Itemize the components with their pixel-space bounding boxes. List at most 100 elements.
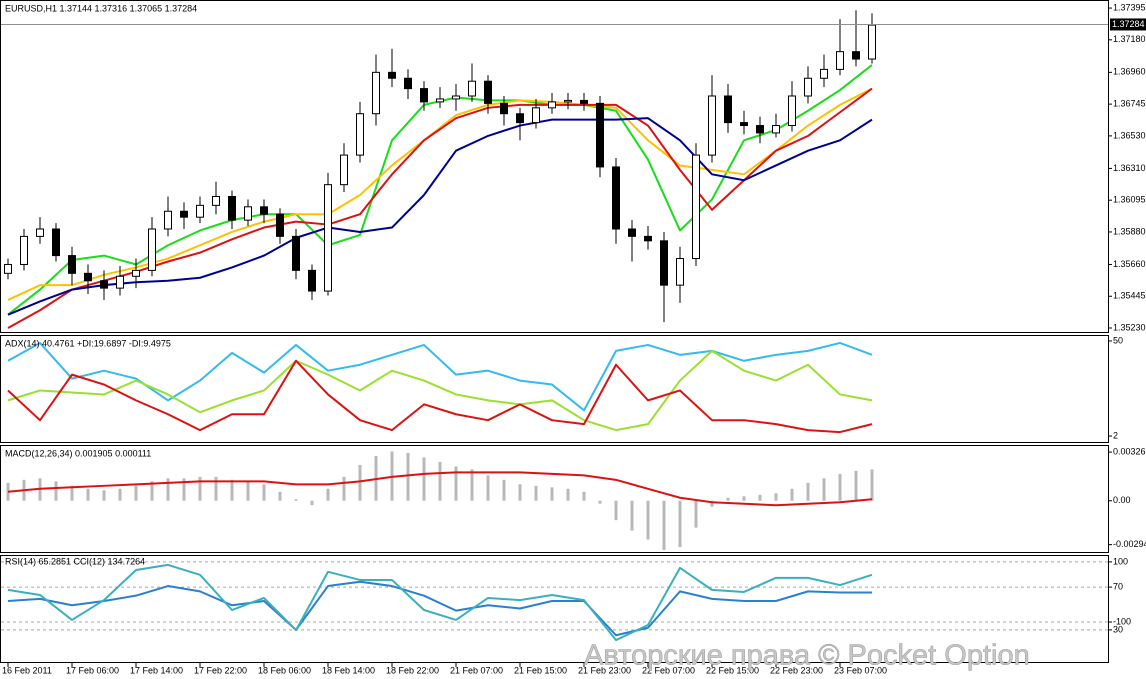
candle-body xyxy=(788,95,796,127)
x-tick-label: 18 Feb 14:00 xyxy=(322,665,375,675)
candle-body xyxy=(228,195,236,221)
panel-title: EURUSD,H1 1.37144 1.37316 1.37065 1.3728… xyxy=(5,3,197,13)
histogram-bar xyxy=(598,500,602,504)
histogram-bar xyxy=(502,479,506,501)
histogram-bar xyxy=(822,478,826,501)
histogram-bar xyxy=(470,469,474,501)
indicator-line xyxy=(7,117,873,316)
histogram-bar xyxy=(86,488,90,501)
x-tick-label: 18 Feb 06:00 xyxy=(258,665,311,675)
y-tick-label: 1.37395 xyxy=(1113,2,1146,12)
histogram-bar xyxy=(454,466,458,501)
y-tick-label: 0.00 xyxy=(1113,495,1131,505)
histogram-bar xyxy=(566,488,570,501)
candle-body xyxy=(292,235,300,271)
indicator-line xyxy=(7,341,873,412)
histogram-bar xyxy=(630,500,634,531)
last-price-label: 1.37284 xyxy=(1112,19,1145,29)
histogram-bar xyxy=(102,490,106,501)
candle-body xyxy=(100,280,108,289)
y-tick-label: 1.37180 xyxy=(1113,34,1146,44)
candle-body xyxy=(468,80,476,97)
candle-body xyxy=(52,228,60,257)
candle-body xyxy=(388,71,396,79)
candle-body xyxy=(484,80,492,104)
y-tick-label: 1.35445 xyxy=(1113,291,1146,301)
histogram-bar xyxy=(230,479,234,501)
x-tick-label: 21 Feb 23:00 xyxy=(578,665,631,675)
histogram-bar xyxy=(710,500,714,507)
candle-body xyxy=(68,255,76,274)
candle-body xyxy=(372,71,380,115)
candle-body xyxy=(596,102,604,168)
candle-body xyxy=(276,213,284,237)
candle-body xyxy=(116,275,124,289)
histogram-bar xyxy=(726,497,730,501)
candle-body xyxy=(756,125,764,134)
candle-body xyxy=(308,269,316,292)
candle-body xyxy=(36,228,44,237)
candle-body xyxy=(436,98,444,103)
candle-body xyxy=(804,77,812,97)
histogram-bar xyxy=(166,478,170,501)
histogram-bar xyxy=(422,457,426,501)
candle-body xyxy=(708,95,716,156)
price-panel xyxy=(0,0,1109,333)
candle-body xyxy=(532,107,540,124)
candle-body xyxy=(244,206,252,221)
candle-body xyxy=(180,210,188,218)
y-tick-label: 2 xyxy=(1113,430,1118,440)
candle-body xyxy=(692,154,700,260)
y-tick-label: 1.36095 xyxy=(1113,195,1146,205)
histogram-bar xyxy=(326,488,330,501)
histogram-bar xyxy=(534,485,538,501)
candle-body xyxy=(260,206,268,215)
x-tick-label: 17 Feb 14:00 xyxy=(130,665,183,675)
candle-body xyxy=(356,113,364,156)
x-tick-label: 21 Feb 15:00 xyxy=(514,665,567,675)
histogram-bar xyxy=(118,488,122,501)
histogram-bar xyxy=(550,487,554,501)
x-tick-label: 22 Feb 07:00 xyxy=(642,665,695,675)
indicator-line xyxy=(7,563,873,642)
y-tick-label: 1.35230 xyxy=(1113,322,1146,332)
histogram-bar xyxy=(694,500,698,528)
candle-body xyxy=(84,272,92,282)
candle-body xyxy=(660,240,668,286)
histogram-bar xyxy=(742,496,746,501)
y-tick-label: -0.00294 xyxy=(1113,539,1146,549)
histogram-bar xyxy=(838,473,842,501)
candle-body xyxy=(340,154,348,186)
candle-body xyxy=(20,235,28,265)
y-tick-label: 0.00326 xyxy=(1113,446,1146,456)
x-tick-label: 22 Feb 23:00 xyxy=(770,665,823,675)
macd-panel xyxy=(0,445,1109,553)
histogram-bar xyxy=(150,481,154,501)
histogram-bar xyxy=(70,485,74,501)
histogram-bar xyxy=(310,500,314,506)
y-tick-label: 1.35660 xyxy=(1113,259,1146,269)
indicator-line xyxy=(7,359,873,434)
candle-body xyxy=(724,95,732,124)
candle-body xyxy=(212,195,220,206)
x-tick-label: 17 Feb 06:00 xyxy=(66,665,119,675)
candle-body xyxy=(836,51,844,70)
histogram-bar xyxy=(662,500,666,550)
x-tick-label: 16 Feb 2011 xyxy=(2,665,52,675)
adx-panel xyxy=(0,335,1109,443)
candle-body xyxy=(148,228,156,271)
y-tick-label: -100 xyxy=(1113,616,1131,626)
histogram-bar xyxy=(198,476,202,501)
histogram-bar xyxy=(758,494,762,501)
watermark: Авторские права © Pocket Option xyxy=(584,640,1030,672)
histogram-bar xyxy=(854,470,858,501)
last-price-box xyxy=(1110,18,1146,31)
y-tick-label: 30 xyxy=(1113,624,1123,634)
histogram-bar xyxy=(278,491,282,501)
histogram-bar xyxy=(134,485,138,501)
candle-body xyxy=(868,24,876,60)
y-tick-label: 1.36745 xyxy=(1113,98,1146,108)
candle-body xyxy=(452,95,460,100)
